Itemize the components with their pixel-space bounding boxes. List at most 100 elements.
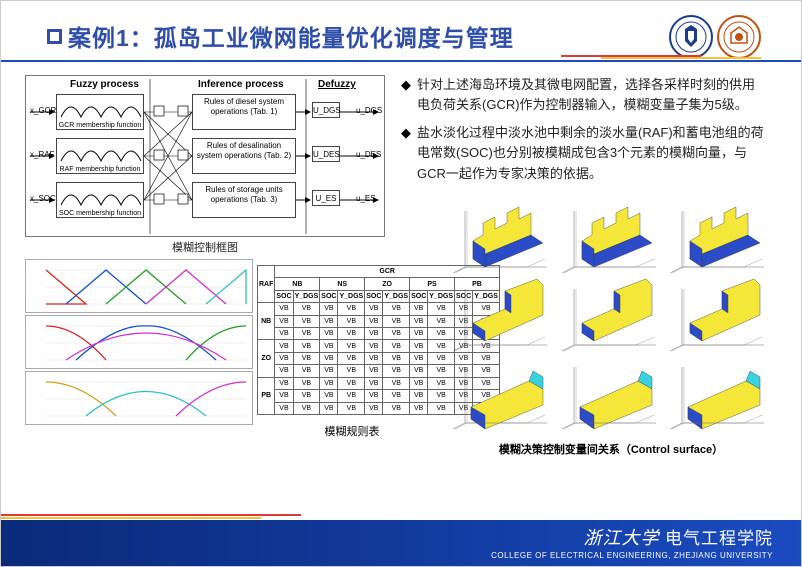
u-des-out: u_DES	[356, 150, 381, 159]
rt-cell: VB	[410, 315, 428, 327]
rt-cell: VB	[410, 365, 428, 377]
control-surface-plot	[451, 279, 551, 353]
gcr-mf-plot	[57, 95, 145, 121]
rt-cell: VB	[320, 365, 338, 377]
rt-cell: VB	[365, 365, 383, 377]
control-surface-plot	[560, 357, 660, 431]
rt-cell: VB	[293, 390, 320, 402]
rt-cell: VB	[320, 390, 338, 402]
rt-cell: VB	[338, 303, 365, 315]
u-es-mid: U_ES	[312, 190, 340, 206]
control-surface-plot	[668, 357, 768, 431]
rt-raf-level: NB	[258, 303, 275, 340]
rt-gcr-level: ZO	[365, 278, 410, 290]
rule-desal: Rules of desalination system operations …	[192, 138, 296, 174]
rt-cell: VB	[338, 390, 365, 402]
rt-cell: VB	[410, 303, 428, 315]
rt-cell: VB	[410, 352, 428, 364]
rt-cell: VB	[338, 402, 365, 415]
rt-cell: VB	[275, 390, 293, 402]
rt-cell: VB	[320, 402, 338, 415]
rt-subcol: SOC	[275, 290, 293, 302]
input-gcr: x_GCR	[30, 106, 56, 115]
slide: 案例1：孤岛工业微网能量优化调度与管理 Fuzzy process Infere…	[0, 0, 802, 567]
footer-zh: 浙江大学 电气工程学院	[491, 524, 773, 550]
rt-cell: VB	[365, 402, 383, 415]
rt-cell: VB	[338, 315, 365, 327]
soc-mf-box: SOC membership function	[56, 182, 144, 218]
mp-panel-3	[25, 371, 253, 425]
rt-cell: VB	[293, 377, 320, 389]
logo-group	[669, 15, 761, 59]
u-des-mid: U_DES	[312, 146, 340, 162]
rt-cell: VB	[275, 365, 293, 377]
gcr-mf-label: GCR membership function	[57, 121, 143, 130]
college-seal-logo	[717, 15, 761, 59]
rt-gcr-level: PS	[410, 278, 455, 290]
rt-cell: VB	[320, 377, 338, 389]
control-surface-plot	[668, 201, 768, 275]
rt-cell: VB	[383, 377, 410, 389]
rt-cell: VB	[320, 303, 338, 315]
rt-cell: VB	[338, 340, 365, 352]
rt-cell: VB	[275, 303, 293, 315]
mp-panel-1	[25, 259, 253, 313]
rt-subcol: Y_DGS	[338, 290, 365, 302]
rt-cell: VB	[383, 390, 410, 402]
rt-subcol: SOC	[320, 290, 338, 302]
rt-cell: VB	[293, 303, 320, 315]
rt-cell: VB	[275, 352, 293, 364]
col-header-fuzzy: Fuzzy process	[70, 79, 139, 90]
block-diagram-caption: 模糊控制框图	[25, 239, 385, 255]
rt-cell: VB	[320, 328, 338, 340]
rt-subcol: Y_DGS	[293, 290, 320, 302]
footer-brand: 浙江大学	[584, 528, 660, 548]
bullet-text-1: 针对上述海岛环境及其微电网配置，选择各采样时刻的供用电负荷关系(GCR)作为控制…	[417, 75, 765, 115]
rt-cell: VB	[383, 365, 410, 377]
rt-cell: VB	[410, 328, 428, 340]
rt-raf-header: RAF	[258, 266, 275, 303]
rt-cell: VB	[365, 340, 383, 352]
fuzzy-block-diagram: Fuzzy process Inference process Defuzzy …	[25, 75, 385, 237]
rt-cell: VB	[365, 352, 383, 364]
u-dgs-mid: U_DGS	[312, 102, 340, 118]
rt-cell: VB	[410, 340, 428, 352]
soc-mf-plot	[57, 183, 145, 209]
mp-panel-2	[25, 315, 253, 369]
footer-text: 浙江大学 电气工程学院 COLLEGE OF ELECTRICAL ENGINE…	[491, 524, 773, 560]
title-bullet-square	[47, 29, 62, 44]
rt-cell: VB	[365, 303, 383, 315]
rt-cell: VB	[383, 352, 410, 364]
rt-gcr-level: NB	[275, 278, 320, 290]
rt-cell: VB	[365, 315, 383, 327]
control-surface-plot	[668, 279, 768, 353]
rt-cell: VB	[293, 402, 320, 415]
control-surface-plot	[451, 357, 551, 431]
rt-cell: VB	[410, 402, 428, 415]
rt-cell: VB	[338, 365, 365, 377]
rt-cell: VB	[320, 340, 338, 352]
rt-cell: VB	[383, 303, 410, 315]
rule-storage: Rules of storage units operations (Tab. …	[192, 182, 296, 218]
gcr-mf-box: GCR membership function	[56, 94, 144, 130]
rt-cell: VB	[383, 340, 410, 352]
diamond-bullet-icon: ◆	[401, 75, 411, 115]
rt-cell: VB	[365, 377, 383, 389]
rt-subcol: Y_DGS	[383, 290, 410, 302]
input-soc: x_SOC	[30, 194, 56, 203]
rt-cell: VB	[410, 390, 428, 402]
surfaces-caption: 模糊决策控制变量间关系（Control surface）	[451, 441, 771, 457]
rt-cell: VB	[338, 377, 365, 389]
zju-seal-logo	[669, 15, 713, 59]
rt-cell: VB	[275, 328, 293, 340]
control-surface-plot	[451, 201, 551, 275]
rt-cell: VB	[275, 340, 293, 352]
footer-en: COLLEGE OF ELECTRICAL ENGINEERING, ZHEJI…	[491, 551, 773, 560]
rules-table-caption: 模糊规则表	[257, 423, 447, 439]
rt-cell: VB	[293, 340, 320, 352]
soc-mf-label: SOC membership function	[57, 209, 143, 218]
rt-cell: VB	[383, 328, 410, 340]
diamond-bullet-icon: ◆	[401, 123, 411, 183]
rt-raf-level: ZO	[258, 340, 275, 377]
rt-cell: VB	[410, 377, 428, 389]
